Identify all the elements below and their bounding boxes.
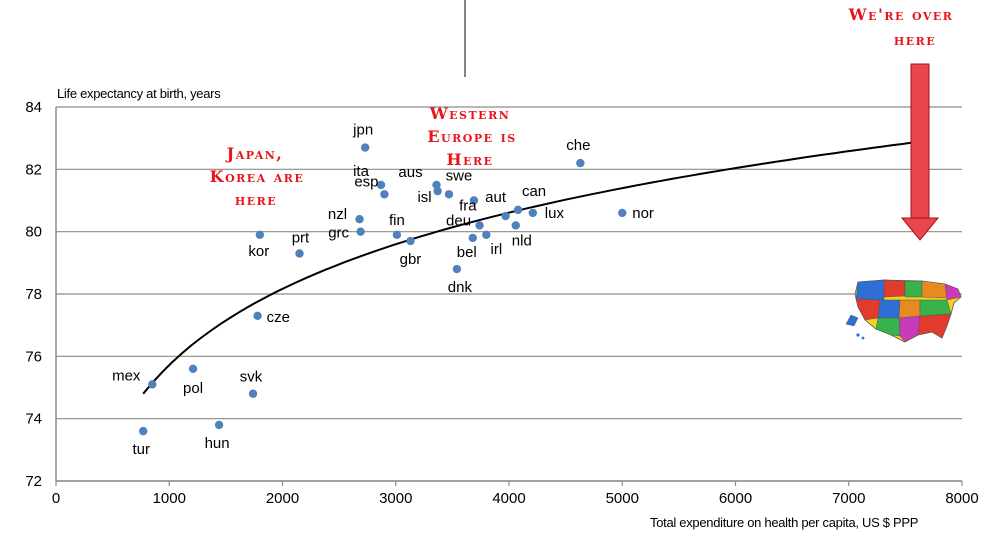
point-label-swe: swe <box>446 167 473 184</box>
point-label-hun: hun <box>205 435 230 452</box>
data-point-prt <box>295 249 304 258</box>
callout-western-europe-line-2: Europe is <box>427 127 516 146</box>
y-tick-label: 74 <box>25 411 42 428</box>
x-tick-label: 6000 <box>719 490 752 507</box>
x-tick-label: 1000 <box>153 490 186 507</box>
callout-western-europe: Western Europe is Here <box>427 104 516 169</box>
data-point-irl <box>482 230 491 239</box>
gridlines <box>56 106 962 482</box>
point-label-grc: grc <box>328 225 349 242</box>
point-label-prt: prt <box>292 229 310 246</box>
x-tick-label: 4000 <box>492 490 525 507</box>
data-point-lux <box>528 208 537 218</box>
point-label-nld: nld <box>512 232 532 249</box>
point-label-isl: isl <box>417 189 431 206</box>
y-axis-title: Life expectancy at birth, years <box>57 86 221 101</box>
y-tick-label: 82 <box>25 161 42 178</box>
y-tick-label: 84 <box>25 99 42 116</box>
point-label-fin: fin <box>389 212 405 229</box>
callout-western-europe-line-1: Western <box>429 104 511 123</box>
point-label-cze: cze <box>267 309 290 326</box>
point-label-lux: lux <box>545 205 565 222</box>
x-tick-label: 5000 <box>606 490 639 507</box>
data-point-bel <box>468 233 477 243</box>
x-tick-label: 0 <box>52 490 60 507</box>
data-point-che <box>576 158 585 168</box>
point-label-jpn: jpn <box>352 122 373 139</box>
data-point-can <box>513 205 523 215</box>
data-point-svk <box>248 389 258 398</box>
callout-japan-korea-line-3: here <box>235 190 277 209</box>
x-tick-label: 7000 <box>832 490 865 507</box>
y-tick-label: 80 <box>25 224 42 241</box>
data-point-hun <box>214 420 224 430</box>
x-tick-label: 8000 <box>945 490 978 507</box>
point-label-mex: mex <box>112 367 141 384</box>
x-tick-label: 2000 <box>266 490 299 507</box>
callout-usa-line-1: We're over <box>848 5 954 24</box>
x-axis-title: Total expenditure on health per capita, … <box>650 515 918 530</box>
data-point-deu <box>475 221 484 230</box>
y-tick-label: 72 <box>25 473 42 490</box>
y-axis-ticks: 72 74 76 78 80 82 84 <box>25 99 42 490</box>
data-point-nzl <box>355 215 364 224</box>
data-point-dnk <box>452 264 462 274</box>
usa-map-icon <box>845 279 962 343</box>
data-point-pol <box>188 364 198 373</box>
y-tick-label: 78 <box>25 286 42 303</box>
data-point-nor <box>618 208 627 218</box>
point-label-tur: tur <box>132 441 150 458</box>
point-label-aus: aus <box>398 164 422 181</box>
data-point-jpn <box>360 143 370 152</box>
data-point-grc <box>356 227 365 236</box>
data-point-isl <box>433 186 442 196</box>
point-label-irl: irl <box>491 241 503 258</box>
point-label-kor: kor <box>248 243 269 260</box>
data-points <box>139 143 627 436</box>
point-label-ita: ita <box>353 163 370 180</box>
data-point-fin <box>392 230 402 239</box>
point-label-bel: bel <box>457 244 477 261</box>
y-tick-label: 76 <box>25 348 42 365</box>
data-point-ita <box>376 180 386 190</box>
data-point-esp <box>380 190 389 199</box>
x-axis-ticks: 0 1000 2000 3000 4000 5000 6000 7000 8000 <box>52 481 979 507</box>
point-label-can: can <box>522 183 546 200</box>
data-point-fra <box>469 196 479 205</box>
point-label-gbr: gbr <box>400 251 422 268</box>
data-point-tur <box>139 426 148 436</box>
data-point-nld <box>511 221 520 230</box>
callout-usa: We're over here <box>848 5 954 49</box>
callout-japan-korea-line-1: Japan, <box>225 144 284 163</box>
data-point-cze <box>253 311 262 321</box>
point-label-nor: nor <box>632 205 654 222</box>
data-point-kor <box>255 230 265 239</box>
data-point-swe <box>444 190 454 199</box>
data-point-gbr <box>406 236 415 246</box>
point-label-nzl: nzl <box>328 206 347 223</box>
callout-western-europe-line-3: Here <box>446 150 493 169</box>
data-point-aus <box>432 180 441 190</box>
point-label-che: che <box>566 137 590 154</box>
trend-curve <box>142 141 912 395</box>
x-tick-label: 3000 <box>379 490 412 507</box>
callout-usa-line-2: here <box>894 30 936 49</box>
down-arrow-icon <box>900 63 940 241</box>
point-labels: jpn che ita aus swe esp isl fra aut can lux nor nzl d… <box>112 122 654 459</box>
point-label-pol: pol <box>183 380 203 397</box>
point-label-esp: esp <box>354 173 378 190</box>
callout-japan-korea-line-2: Korea are <box>210 167 305 186</box>
point-label-aut: aut <box>485 189 507 206</box>
data-point-aut <box>501 211 510 221</box>
point-label-dnk: dnk <box>448 279 473 296</box>
data-point-mex <box>148 380 157 389</box>
callout-japan-korea: Japan, Korea are here <box>210 144 305 209</box>
point-label-fra: fra <box>459 198 477 215</box>
point-label-deu: deu <box>446 212 471 229</box>
point-label-svk: svk <box>240 369 263 386</box>
